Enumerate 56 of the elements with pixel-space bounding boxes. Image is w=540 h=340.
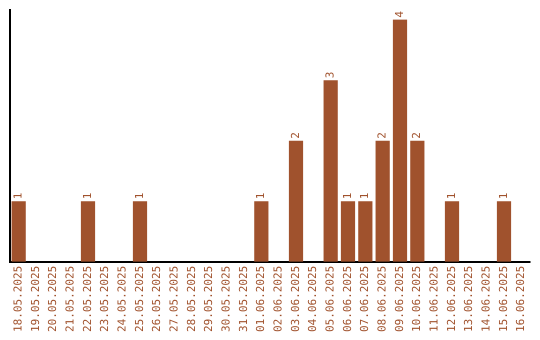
bar bbox=[392, 20, 408, 262]
x-tick-label: 22.05.2025 bbox=[80, 266, 94, 332]
x-tick-label: 10.06.2025 bbox=[410, 266, 424, 332]
bar bbox=[358, 201, 372, 262]
bar bbox=[12, 201, 26, 262]
data-label: 2 bbox=[288, 132, 302, 139]
x-tick-label: 07.06.2025 bbox=[358, 266, 372, 332]
x-tick-label: 19.05.2025 bbox=[28, 266, 42, 332]
data-label: 1 bbox=[254, 192, 268, 200]
x-tick-label: 20.05.2025 bbox=[46, 266, 60, 332]
x-tick-label: 15.06.2025 bbox=[496, 266, 510, 332]
x-tick-label: 05.06.2025 bbox=[324, 266, 337, 332]
x-tick-label: 31.05.2025 bbox=[236, 266, 250, 332]
x-tick-label: 21.05.2025 bbox=[64, 266, 77, 332]
bar bbox=[288, 140, 304, 262]
x-tick-label: 01.06.2025 bbox=[254, 266, 268, 332]
data-label: 2 bbox=[376, 132, 389, 139]
data-label: 2 bbox=[410, 132, 424, 139]
x-tick-label: 09.06.2025 bbox=[392, 266, 406, 332]
x-tick-label: 03.06.2025 bbox=[288, 266, 302, 332]
x-tick-label: 23.05.2025 bbox=[98, 266, 112, 332]
data-label: 1 bbox=[496, 192, 510, 200]
bar bbox=[80, 201, 96, 262]
data-label: 1 bbox=[358, 192, 372, 200]
x-tick-label: 25.05.2025 bbox=[132, 266, 146, 332]
x-tick-label: 11.06.2025 bbox=[428, 266, 441, 332]
x-tick-label: 14.06.2025 bbox=[480, 266, 493, 332]
x-tick-label: 26.05.2025 bbox=[150, 266, 164, 332]
bar bbox=[410, 140, 424, 262]
x-tick-label: 06.06.2025 bbox=[340, 266, 354, 332]
data-label: 1 bbox=[444, 192, 458, 200]
x-tick-label: 02.06.2025 bbox=[272, 266, 285, 332]
data-label: 1 bbox=[12, 192, 25, 200]
bar bbox=[254, 201, 268, 262]
bar bbox=[340, 201, 356, 262]
x-tick-label: 04.06.2025 bbox=[306, 266, 320, 332]
x-tick-label: 16.06.2025 bbox=[514, 266, 528, 332]
x-tick-label: 30.05.2025 bbox=[220, 266, 233, 332]
x-tick-label: 29.05.2025 bbox=[202, 266, 216, 332]
x-tick-label: 13.06.2025 bbox=[462, 266, 476, 332]
x-tick-label: 08.06.2025 bbox=[376, 266, 389, 332]
bar bbox=[376, 140, 390, 262]
bar bbox=[444, 201, 460, 262]
bar bbox=[496, 201, 512, 262]
data-label: 3 bbox=[324, 72, 337, 78]
bar bbox=[324, 80, 338, 262]
data-label: 1 bbox=[132, 192, 146, 200]
data-label: 4 bbox=[392, 10, 406, 18]
x-tick-label: 18.05.2025 bbox=[12, 266, 25, 332]
x-tick-label: 24.05.2025 bbox=[116, 266, 129, 332]
x-tick-label: 12.06.2025 bbox=[444, 266, 458, 332]
bar bbox=[132, 201, 148, 262]
data-label: 1 bbox=[80, 192, 94, 200]
x-tick-label: 28.05.2025 bbox=[184, 266, 198, 332]
data-label: 1 bbox=[340, 192, 354, 200]
x-tick-label: 27.05.2025 bbox=[168, 266, 181, 332]
